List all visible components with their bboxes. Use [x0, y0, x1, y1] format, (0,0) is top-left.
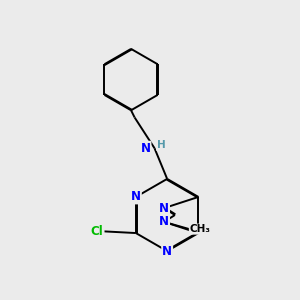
Text: N: N	[140, 142, 151, 155]
Text: CH₃: CH₃	[189, 224, 210, 234]
Text: H: H	[157, 140, 165, 150]
Text: N: N	[159, 215, 169, 228]
Text: N: N	[162, 244, 172, 258]
Text: N: N	[131, 190, 141, 203]
Text: N: N	[159, 202, 169, 214]
Text: Cl: Cl	[91, 225, 103, 238]
